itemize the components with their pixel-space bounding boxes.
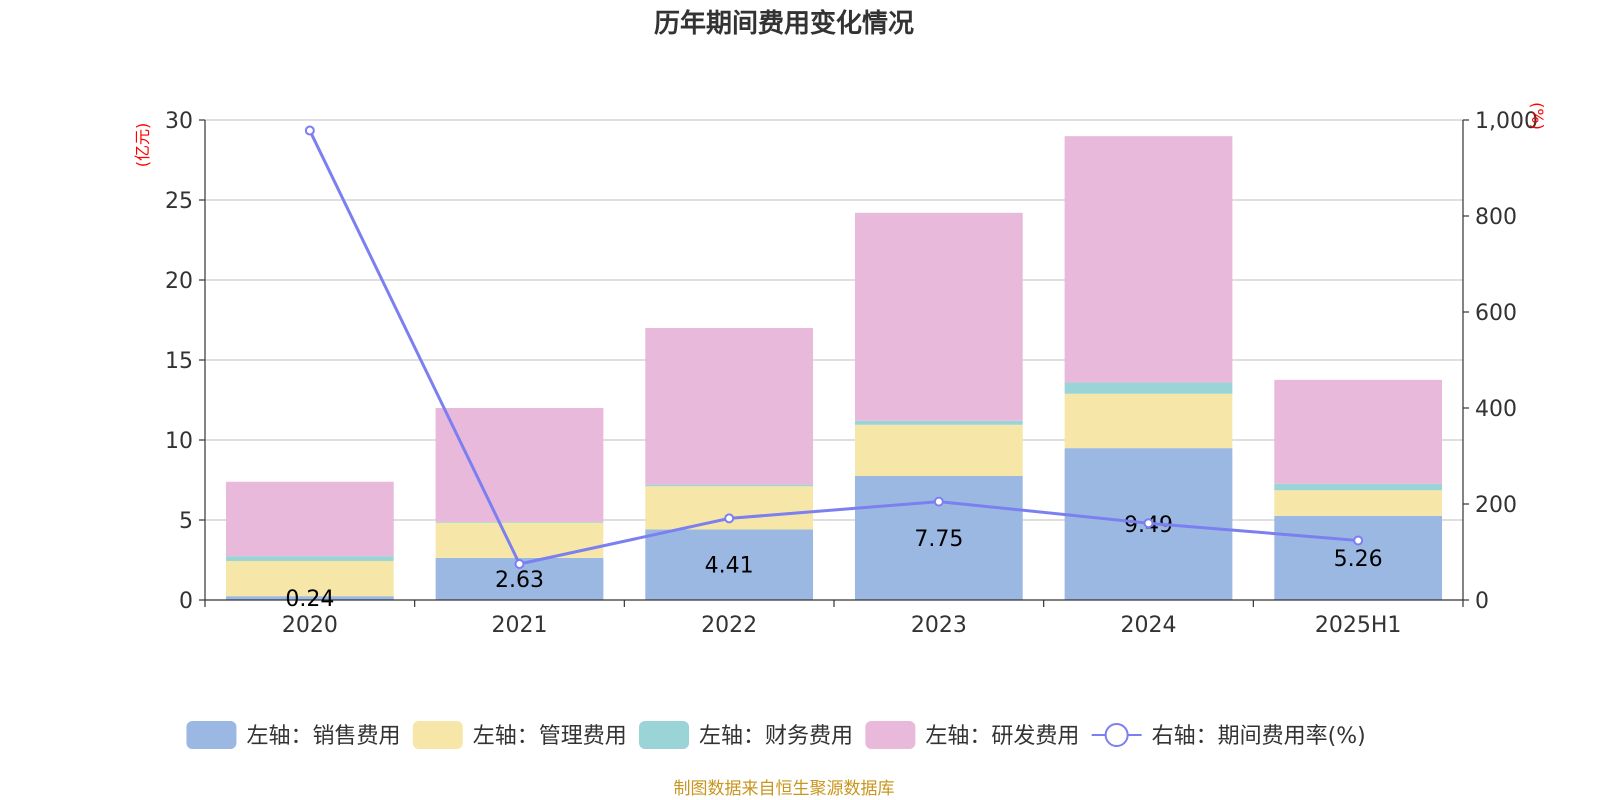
bar-data-label: 7.75 xyxy=(914,527,963,552)
bar-segment xyxy=(854,424,1023,476)
chart-title: 历年期间费用变化情况 xyxy=(654,8,914,39)
bar-segment xyxy=(225,596,394,600)
left-tick-label: 0 xyxy=(179,589,193,614)
line-series xyxy=(308,129,1359,566)
x-tick-label: 2021 xyxy=(492,613,548,638)
left-tick-label: 5 xyxy=(179,509,193,534)
grid-lines xyxy=(205,119,1463,521)
bar-segment xyxy=(645,484,814,487)
x-tick-label: 2020 xyxy=(282,613,338,638)
legend-label: 右轴：期间费用率(%) xyxy=(1152,724,1366,749)
right-tick-label: 600 xyxy=(1475,301,1517,326)
legend-label: 左轴：财务费用 xyxy=(699,724,853,749)
line-point xyxy=(1353,535,1364,546)
x-tick-label: 2025H1 xyxy=(1315,613,1402,638)
bar-segment xyxy=(645,529,814,600)
right-tick-label: 0 xyxy=(1475,589,1489,614)
legend-swatch xyxy=(186,721,237,749)
line-point xyxy=(514,559,525,569)
bar-segment xyxy=(645,328,814,485)
right-tick-label: 400 xyxy=(1475,397,1517,422)
bar-segment xyxy=(1064,382,1233,394)
legend-label: 左轴：研发费用 xyxy=(925,724,1079,749)
line-point xyxy=(1143,518,1154,529)
bar-segment xyxy=(1064,136,1233,383)
left-axis-unit: (亿元) xyxy=(133,123,152,168)
right-tick-label: 1,000 xyxy=(1475,109,1538,134)
x-tick-label: 2024 xyxy=(1121,613,1177,638)
bar-segment xyxy=(1274,379,1443,484)
bar-data-label: 5.26 xyxy=(1334,547,1383,572)
axes: 0 5 10 15 20 25 30 0 200 400 600 800 1,000 2020 2021 20… xyxy=(165,109,1538,638)
right-axis-unit: (%) xyxy=(1528,102,1547,130)
bar-segment xyxy=(225,556,394,561)
bar-segment xyxy=(435,408,604,522)
legend-label: 左轴：销售费用 xyxy=(246,724,400,749)
bar-segment xyxy=(1274,490,1443,516)
legend-label: 左轴：管理费用 xyxy=(473,724,627,749)
bar-segment xyxy=(225,560,394,597)
line-point xyxy=(933,496,944,507)
left-tick-label: 20 xyxy=(165,269,193,294)
bar-layer xyxy=(225,136,1443,600)
right-tick-label: 800 xyxy=(1475,205,1517,230)
x-tick-label: 2023 xyxy=(911,613,967,638)
bar-data-label: 2.63 xyxy=(495,568,544,593)
right-tick-label: 200 xyxy=(1475,493,1517,518)
legend-swatch xyxy=(412,721,463,749)
legend: 左轴：销售费用 左轴：管理费用 左轴：财务费用 左轴：研发费用 右轴：期间费用率(%) xyxy=(186,721,1366,749)
left-tick-label: 10 xyxy=(165,429,193,454)
bar-segment xyxy=(435,521,604,523)
bar-segment xyxy=(1274,483,1443,491)
bar-labels: 0.242.634.417.759.495.26 xyxy=(285,513,1382,612)
legend-circle-swatch xyxy=(1104,723,1129,747)
legend-swatch xyxy=(865,721,916,749)
source-note: 制图数据来自恒生聚源数据库 xyxy=(674,779,895,799)
left-tick-label: 15 xyxy=(165,349,193,374)
line-layer xyxy=(304,125,1364,569)
x-tick-label: 2022 xyxy=(701,613,757,638)
bar-segment xyxy=(854,212,1023,421)
legend-swatch xyxy=(639,721,690,749)
bar-data-label: 0.24 xyxy=(285,587,334,612)
bar-segment xyxy=(1274,515,1443,600)
line-point xyxy=(724,513,735,524)
bar-segment xyxy=(225,481,394,557)
bar-segment xyxy=(854,420,1023,425)
left-tick-label: 25 xyxy=(165,189,193,214)
line-point xyxy=(304,125,315,136)
bar-segment xyxy=(1064,393,1233,449)
left-tick-label: 30 xyxy=(165,109,193,134)
bar-data-label: 4.41 xyxy=(705,554,754,579)
